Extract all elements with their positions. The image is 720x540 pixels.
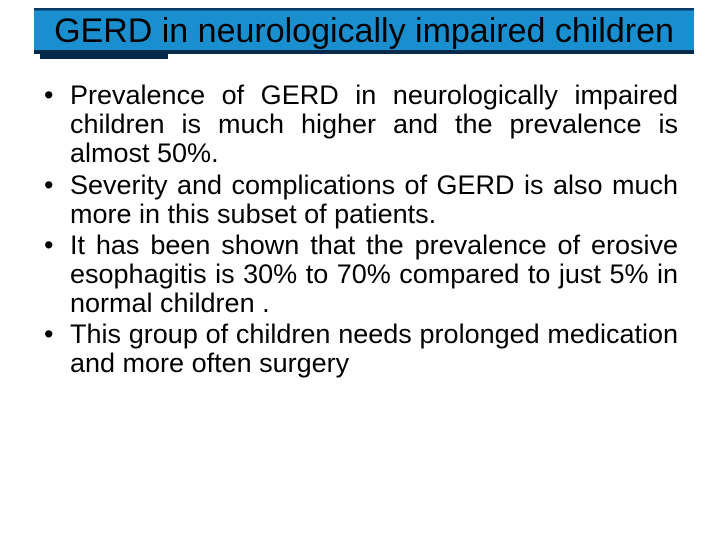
slide-title: GERD in neurologically impaired children [44, 12, 684, 50]
slide-body: Prevalence of GERD in neurologically imp… [34, 59, 686, 379]
list-item: It has been shown that the prevalence of… [38, 231, 678, 318]
list-item: This group of children needs prolonged m… [38, 320, 678, 378]
list-item: Prevalence of GERD in neurologically imp… [38, 81, 678, 168]
list-item: Severity and complications of GERD is al… [38, 171, 678, 229]
slide: GERD in neurologically impaired children… [0, 0, 720, 540]
bullet-list: Prevalence of GERD in neurologically imp… [38, 81, 678, 379]
title-bar: GERD in neurologically impaired children [34, 8, 694, 54]
